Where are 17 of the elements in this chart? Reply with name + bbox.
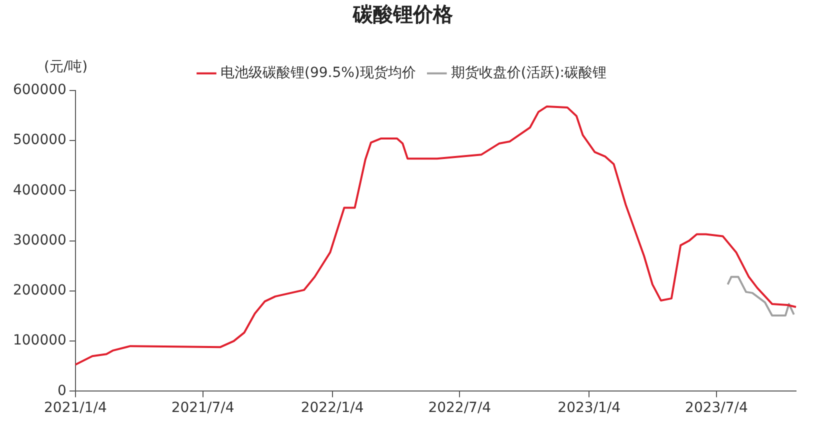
y-tick-label: 600000 [12, 82, 66, 98]
y-tick-label: 300000 [12, 232, 66, 248]
y-tick-label: 400000 [12, 182, 66, 198]
x-tick-label: 2023/1/4 [558, 400, 621, 416]
x-tick-label: 2021/7/4 [171, 400, 234, 416]
x-tick-label: 2022/1/4 [300, 400, 364, 416]
y-tick-label: 0 [58, 382, 66, 399]
x-tick-label: 2023/7/4 [685, 400, 748, 416]
y-tick-label: 200000 [12, 282, 66, 299]
legend-label: 期货收盘价(活跃):碳酸锂 [450, 65, 607, 82]
x-tick-label: 2022/7/4 [428, 400, 492, 416]
y-axis-title: (元/吨) [44, 58, 88, 76]
y-tick-label: 100000 [12, 332, 66, 349]
chart-title: 碳酸锂价格 [352, 2, 454, 26]
x-tick-label: 2021/1/4 [44, 400, 107, 416]
legend-label: 电池级碳酸锂(99.5%)现货均价 [220, 65, 416, 82]
y-tick-label: 500000 [12, 132, 66, 148]
